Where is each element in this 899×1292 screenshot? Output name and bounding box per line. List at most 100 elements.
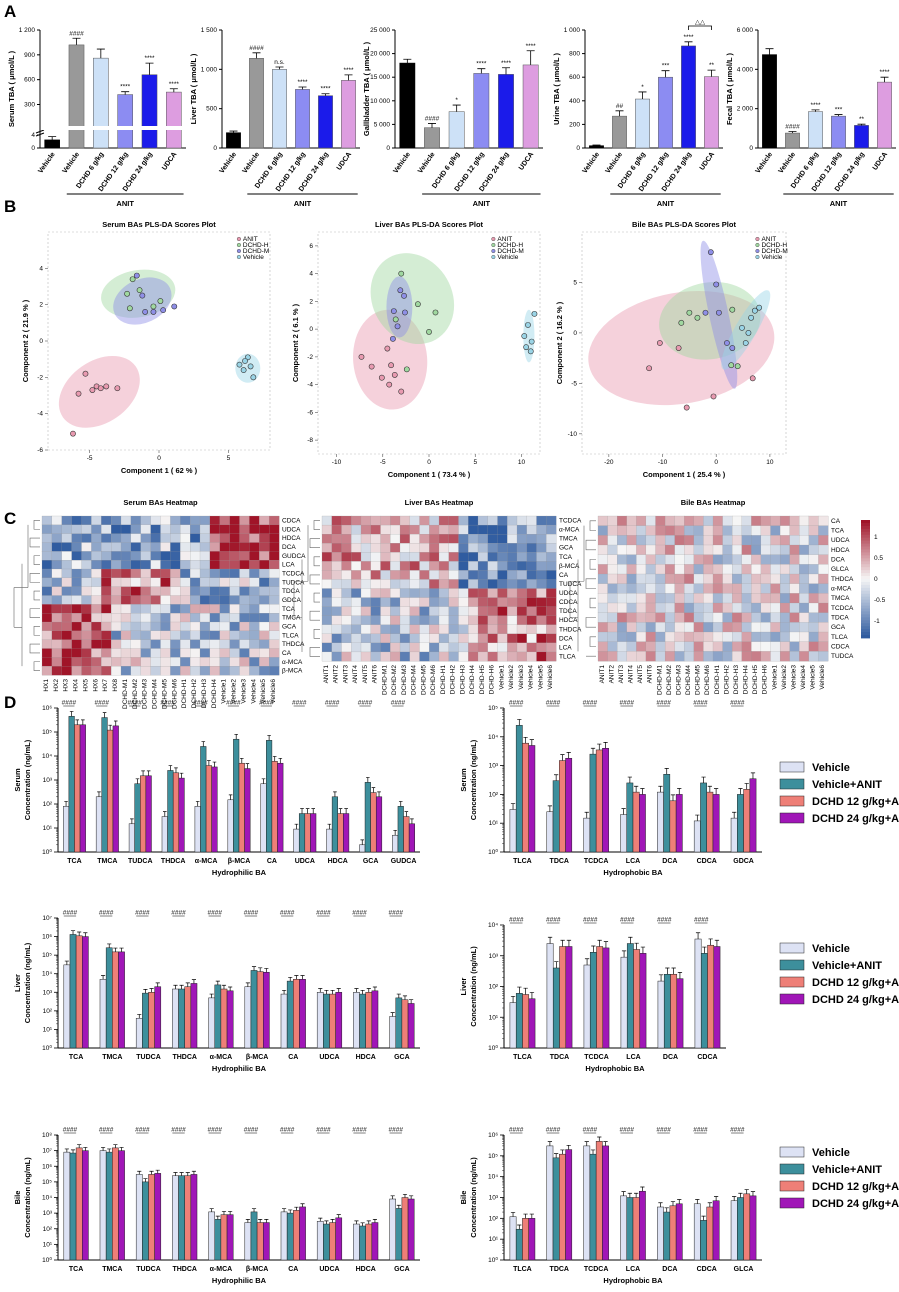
heatmap-cell bbox=[399, 515, 411, 526]
bar bbox=[522, 1218, 529, 1261]
heatmap-cell bbox=[655, 583, 666, 594]
heatmap-cell bbox=[770, 525, 781, 536]
score-point bbox=[129, 276, 136, 283]
y-tick-label: 10⁶ bbox=[42, 934, 52, 941]
y-tick-label: 10² bbox=[489, 1215, 499, 1222]
bar bbox=[620, 1195, 627, 1261]
significance-label: #### bbox=[546, 700, 561, 707]
heatmap-cell bbox=[120, 542, 132, 552]
y-tick-label: 10⁴ bbox=[42, 1195, 52, 1202]
heatmap-col-label: DCHD-M3 bbox=[675, 665, 682, 695]
heatmap-cell bbox=[370, 615, 381, 626]
heatmap-cell bbox=[536, 524, 547, 535]
heatmap-cell bbox=[239, 657, 250, 667]
heatmap-cell bbox=[546, 624, 557, 635]
heatmap-cell bbox=[150, 613, 161, 623]
error-bar bbox=[523, 1213, 528, 1219]
y-tick-label: 10⁴ bbox=[488, 922, 498, 929]
heatmap-cell bbox=[190, 604, 201, 614]
group-label: ANIT bbox=[830, 199, 848, 208]
heatmap-cell bbox=[497, 534, 508, 544]
heatmap-cell bbox=[170, 542, 181, 552]
heatmap-title: Bile BAs Heatmap bbox=[681, 498, 746, 507]
heatmap-cell bbox=[703, 515, 714, 527]
heatmap-cell bbox=[808, 535, 819, 546]
heatmap-cell bbox=[779, 554, 791, 565]
error-bar bbox=[77, 931, 82, 936]
bar bbox=[343, 813, 350, 853]
bar bbox=[675, 794, 683, 853]
error-bar bbox=[130, 818, 134, 824]
heatmap-col-label: Vehicle3 bbox=[518, 665, 525, 690]
heatmap-cell bbox=[209, 515, 221, 526]
heatmap-cell bbox=[360, 561, 372, 571]
heatmap-cell bbox=[91, 595, 102, 605]
heatmap-cell bbox=[458, 524, 469, 535]
heatmap-cell bbox=[51, 577, 63, 588]
colorbar-segment bbox=[861, 537, 870, 542]
heatmap-cell bbox=[321, 579, 333, 589]
error-bar bbox=[221, 1211, 227, 1215]
heatmap-cell bbox=[419, 615, 430, 626]
score-point bbox=[751, 307, 758, 314]
heatmap-cell bbox=[61, 515, 73, 526]
heatmap-col-label: DCHD-M2 bbox=[132, 679, 139, 709]
heatmap-cell bbox=[526, 588, 537, 598]
heatmap-row-label: TCDCA bbox=[831, 605, 854, 612]
heatmap-cell bbox=[71, 568, 82, 579]
heatmap-cell bbox=[419, 561, 430, 571]
error-bar bbox=[70, 1149, 76, 1154]
heatmap-cell bbox=[380, 552, 391, 562]
heatmap-cell bbox=[607, 554, 618, 565]
heatmap-cell bbox=[101, 657, 112, 667]
score-point bbox=[397, 287, 404, 294]
heatmap-cell bbox=[536, 588, 547, 598]
heatmap-cell bbox=[239, 515, 250, 526]
heatmap-cell bbox=[684, 564, 695, 575]
heatmap-cell bbox=[331, 552, 342, 562]
colorbar-segment bbox=[861, 531, 870, 536]
heatmap-cell bbox=[81, 533, 92, 543]
error-bar bbox=[234, 733, 238, 740]
heatmap-col-label: DCHD-M3 bbox=[401, 665, 408, 695]
heatmap-cell bbox=[799, 554, 810, 565]
y-tick-label: 10 000 bbox=[370, 98, 390, 105]
bar bbox=[211, 766, 218, 853]
heatmap-cell bbox=[249, 604, 260, 614]
x-tick-label: -5 bbox=[380, 459, 386, 466]
y-tick-label: -4 bbox=[37, 411, 43, 418]
heatmap-col-label: Vehicle5 bbox=[537, 665, 544, 690]
significance-label: #### bbox=[583, 1127, 598, 1134]
heatmap-cell bbox=[617, 515, 628, 527]
y-tick-label: -6 bbox=[37, 447, 43, 454]
bar bbox=[583, 817, 591, 853]
error-bar bbox=[713, 788, 719, 795]
heatmap-col-label: DCHD-H5 bbox=[752, 665, 759, 695]
legend-swatch bbox=[779, 959, 805, 971]
x-tick-label: HDCA bbox=[356, 1054, 376, 1061]
heatmap-cell bbox=[468, 561, 479, 571]
bar bbox=[194, 806, 201, 853]
heatmap-cell bbox=[693, 651, 704, 662]
heatmap-cell bbox=[170, 577, 181, 588]
heatmap-cell bbox=[808, 583, 819, 594]
heatmap-cell bbox=[789, 573, 800, 585]
heatmap-cell bbox=[674, 554, 685, 565]
heatmap-cell bbox=[526, 552, 537, 562]
significance-label: #### bbox=[135, 910, 150, 917]
heatmap-col-label: DCHD-M6 bbox=[430, 665, 437, 695]
heatmap-cell bbox=[789, 525, 800, 536]
error-bar bbox=[155, 982, 160, 987]
heatmap-cell bbox=[507, 615, 518, 626]
heatmap-cell bbox=[331, 543, 342, 553]
bar bbox=[190, 983, 198, 1049]
heatmap-cell bbox=[91, 621, 102, 632]
bar bbox=[392, 834, 399, 853]
colorbar-tick-label: 1 bbox=[874, 534, 878, 541]
heatmap-cell bbox=[448, 651, 459, 662]
y-tick-label: 10⁴ bbox=[42, 971, 52, 978]
heatmap-cell bbox=[760, 515, 771, 527]
bar bbox=[670, 974, 678, 1049]
heatmap-cell bbox=[487, 515, 498, 526]
heatmap-cell bbox=[130, 577, 142, 588]
